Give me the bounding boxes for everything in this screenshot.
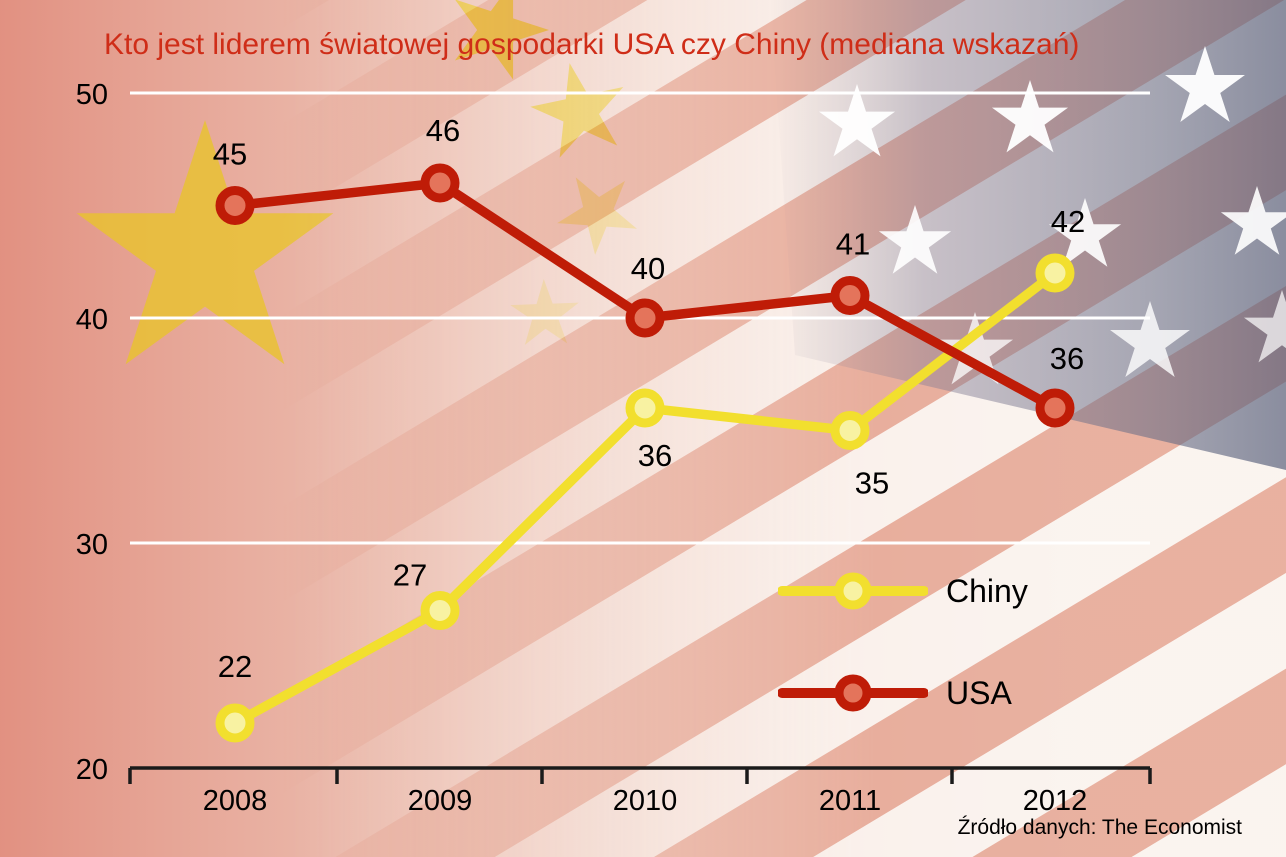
x-axis-label: 2011: [819, 785, 881, 817]
flag-stripe: [0, 0, 1286, 655]
x-axis-label: 2008: [203, 785, 268, 817]
us-star: [936, 312, 1014, 385]
marker-usa-2008: [215, 186, 255, 225]
data-label-usa-2012: 36: [1050, 341, 1084, 376]
chart-title: Kto jest liderem światowej gospodarki US…: [104, 28, 1080, 61]
us-star: [1220, 186, 1286, 255]
us-star: [818, 84, 896, 157]
flag-stripe: [139, 121, 1286, 857]
flag-stripe: [0, 0, 1286, 514]
flag-stripe: [55, 0, 1286, 857]
flag-stripe: [0, 0, 1286, 725]
flag-stripe: [97, 50, 1286, 857]
flag-stripe: [182, 191, 1286, 857]
flag-stripe: [0, 0, 1286, 585]
data-label-chiny-2011: 35: [855, 466, 889, 501]
source-note: Źródło danych: The Economist: [957, 816, 1242, 839]
series-line-usa: [230, 178, 1060, 413]
legend-label-usa: USA: [946, 674, 1012, 711]
y-axis-label: 50: [76, 79, 108, 111]
us-flag-stars: [818, 46, 1286, 385]
data-label-usa-2010: 40: [631, 251, 665, 286]
marker-usa-2011: [830, 276, 870, 315]
legend-dot-sample: [834, 674, 872, 712]
marker-chiny-2011: [830, 411, 870, 450]
legend-marker-chiny: [778, 572, 928, 610]
data-label-usa-2011: 41: [836, 227, 870, 262]
flag-stripe: [0, 0, 1286, 444]
legend-dot-sample: [834, 572, 872, 610]
marker-chiny-2008: [215, 703, 255, 743]
legend-marker-usa: [778, 674, 928, 712]
x-axis-label: 2012: [1023, 785, 1088, 817]
data-label-chiny-2012: 42: [1051, 204, 1085, 239]
y-axis-label: 40: [76, 304, 108, 336]
y-axis-label: 30: [76, 529, 108, 561]
y-axis-label: 20: [76, 754, 108, 786]
legend-item-usa: USA: [778, 670, 1028, 716]
legend: Chiny USA: [778, 568, 1028, 716]
marker-chiny-2012: [1035, 253, 1075, 293]
x-axis-label: 2010: [613, 785, 678, 817]
data-label-chiny-2010: 36: [638, 438, 672, 473]
data-label-usa-2009: 46: [426, 113, 460, 148]
data-label-chiny-2008: 22: [218, 649, 252, 684]
marker-chiny-2010: [625, 388, 665, 428]
flag-stripe: [0, 0, 1286, 374]
legend-item-chiny: Chiny: [778, 568, 1028, 614]
x-axis-label: 2009: [408, 785, 473, 817]
data-label-usa-2008: 45: [213, 137, 247, 172]
us-star: [991, 80, 1069, 153]
us-star: [1165, 46, 1245, 122]
us-star: [1243, 290, 1286, 363]
legend-label-chiny: Chiny: [946, 572, 1028, 609]
us-star: [1048, 198, 1122, 267]
marker-usa-2010: [625, 298, 665, 338]
us-star: [878, 205, 952, 274]
data-label-chiny-2009: 27: [393, 558, 427, 593]
flag-stripe: [13, 0, 1286, 857]
us-star: [1110, 301, 1190, 377]
marker-chiny-2009: [420, 591, 460, 630]
marker-usa-2009: [420, 163, 460, 203]
marker-usa-2012: [1035, 388, 1075, 428]
